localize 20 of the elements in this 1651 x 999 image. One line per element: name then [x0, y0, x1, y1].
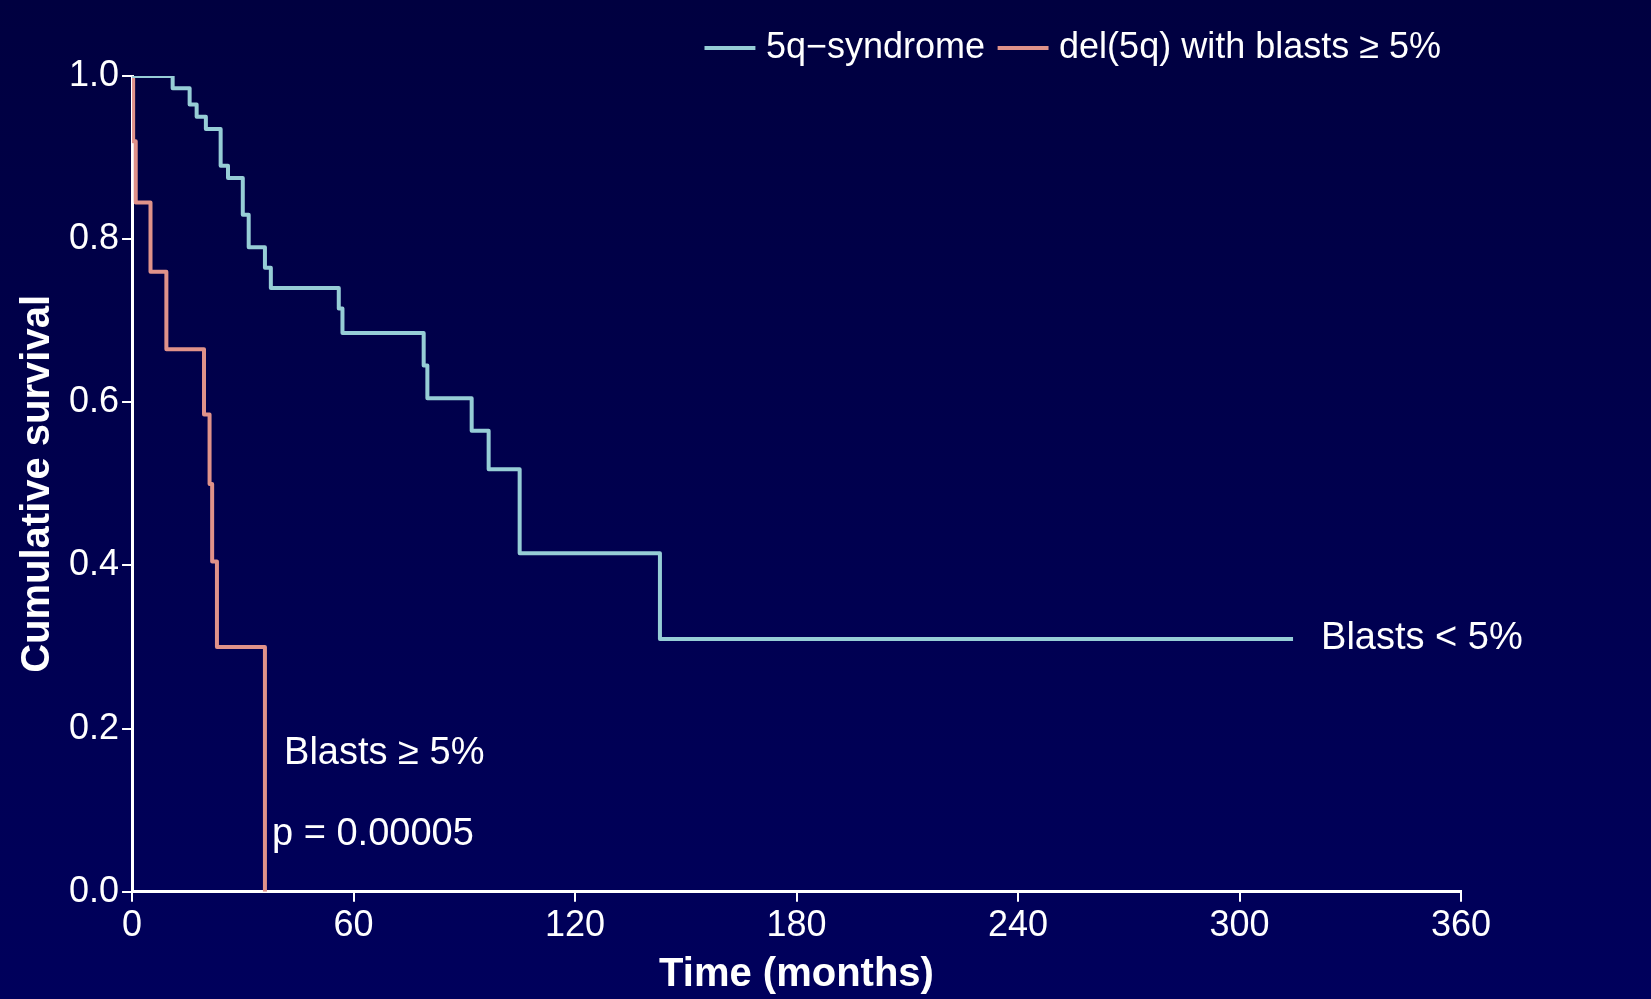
y-tick-label: 0.8	[69, 216, 120, 258]
x-tick-label: 360	[1430, 903, 1492, 945]
y-axis-title: Cumulative survival	[13, 294, 58, 673]
y-tick-label: 1.0	[69, 52, 120, 94]
y-tick-label: 0.0	[69, 868, 120, 910]
x-tick-label: 60	[333, 903, 374, 945]
annotation: Blasts ≥ 5%	[284, 729, 485, 772]
annotation: p = 0.00005	[272, 811, 474, 854]
x-tick-label: 120	[544, 903, 606, 945]
y-tick-label: 0.4	[69, 542, 120, 584]
legend-label: del(5q) with blasts ≥ 5%	[1059, 24, 1441, 66]
y-tick-label: 0.6	[69, 379, 120, 421]
legend-label: 5q−syndrome	[765, 24, 986, 66]
y-tick-label: 0.2	[69, 705, 120, 747]
x-tick-label: 300	[1209, 903, 1270, 945]
x-tick-label: 240	[987, 903, 1049, 945]
x-tick-label: 0	[122, 903, 143, 945]
x-tick-label: 180	[766, 903, 827, 945]
x-axis-title: Time (months)	[659, 950, 934, 995]
annotation: Blasts < 5%	[1321, 615, 1523, 658]
